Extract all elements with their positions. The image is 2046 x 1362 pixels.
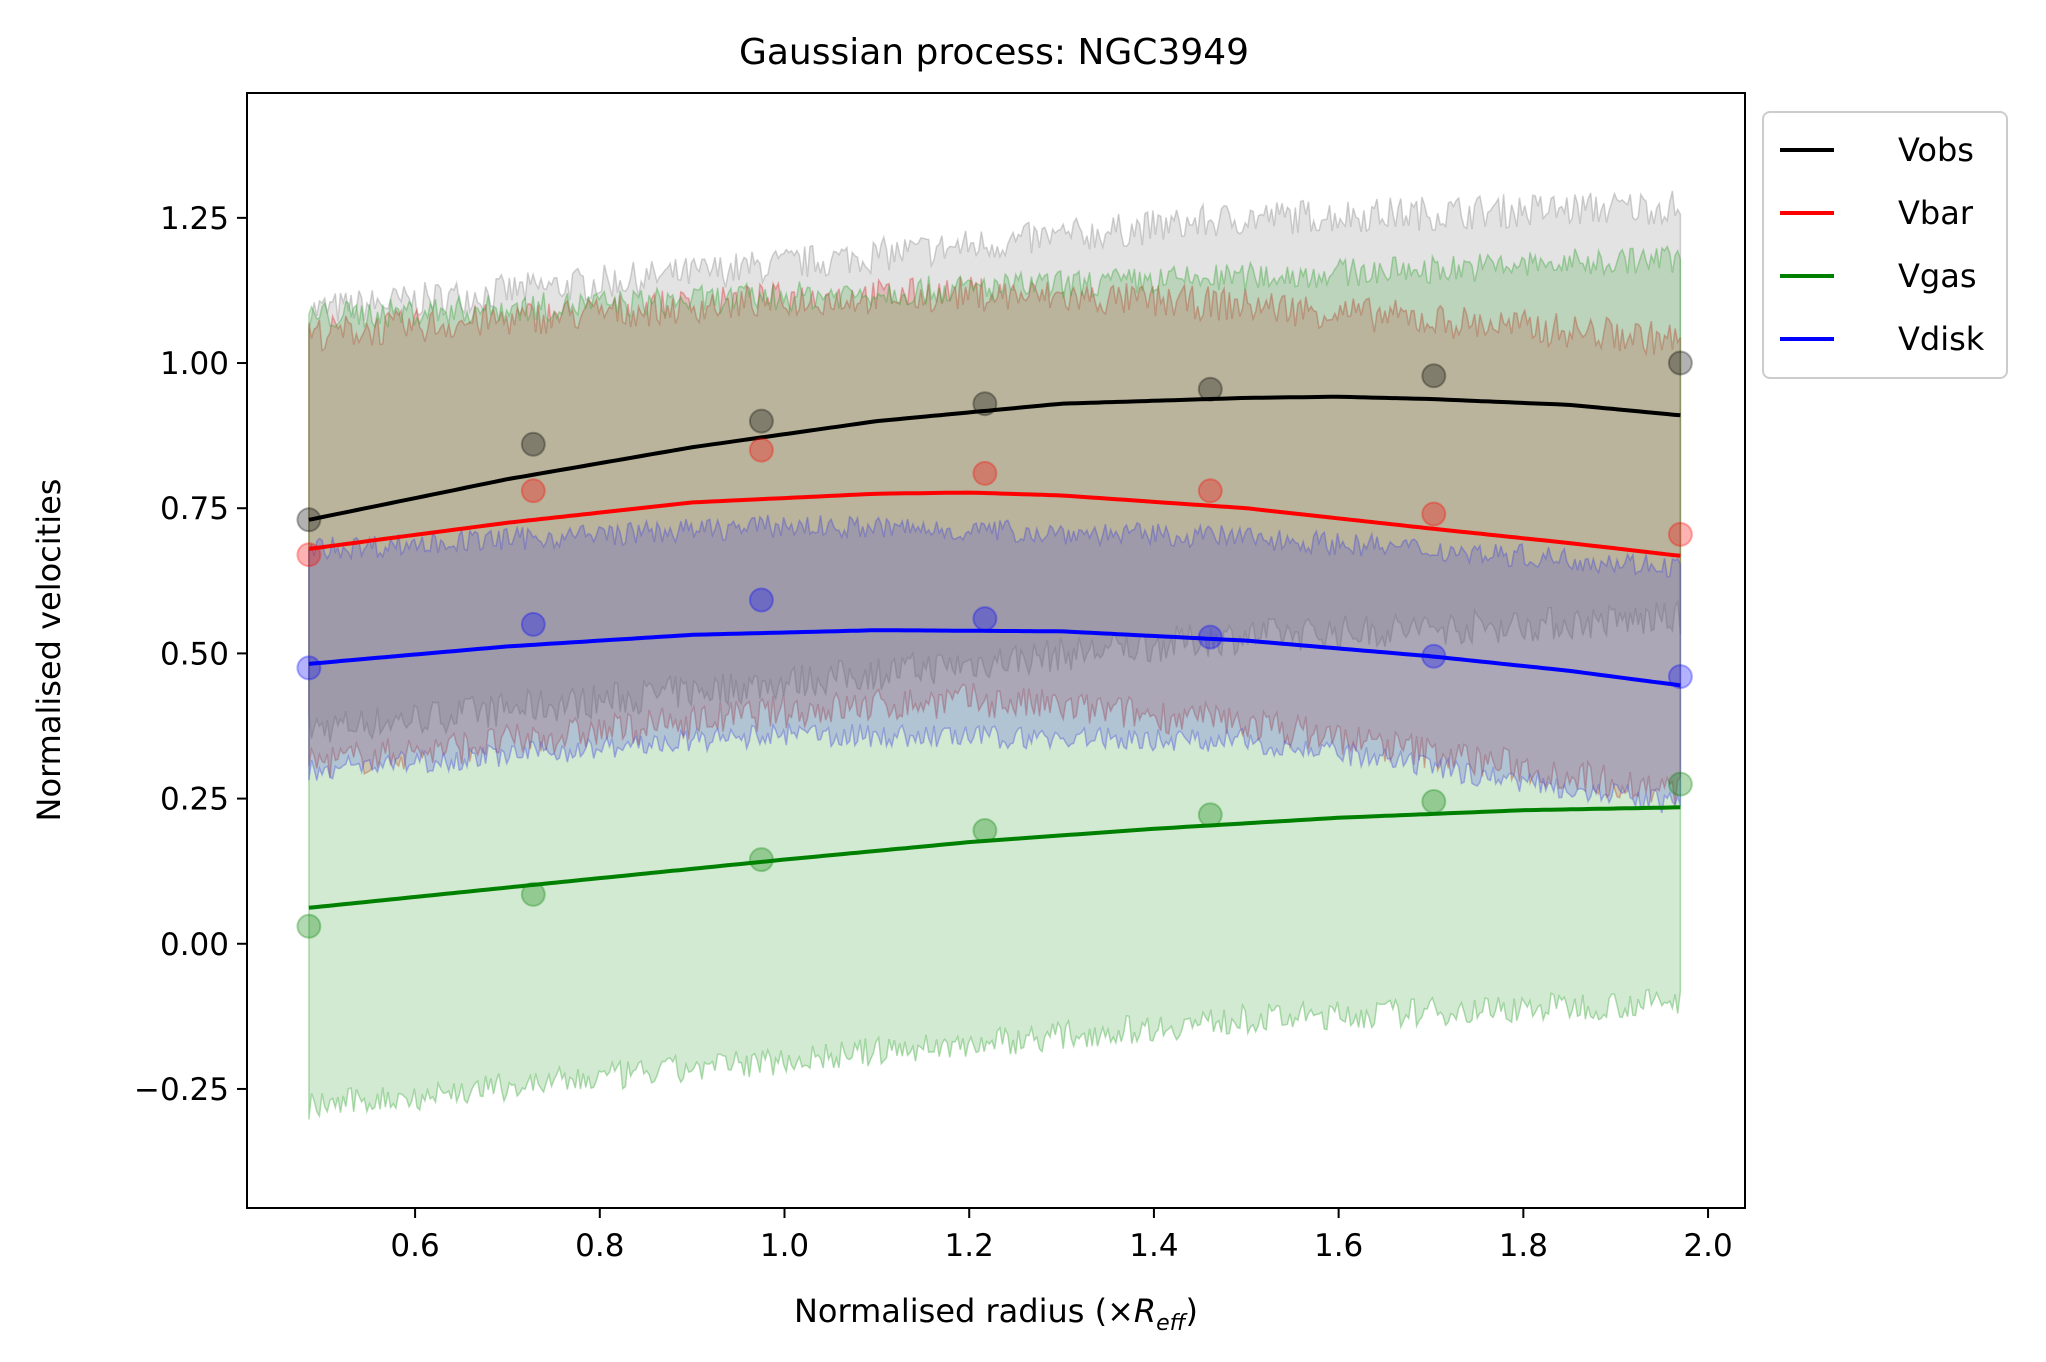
legend-label-vdisk: Vdisk xyxy=(1898,320,1985,358)
mean-line-vbar xyxy=(308,490,1681,558)
point-vdisk-4 xyxy=(1197,624,1223,650)
point-vbar-3 xyxy=(972,460,998,486)
band-vgas xyxy=(308,244,1682,1120)
y-tick-label: −0.25 xyxy=(134,1072,229,1108)
x-axis-ticks: 0.6 0.8 1.0 1.2 1.4 1.6 1.8 2.0 xyxy=(390,1208,1733,1264)
y-tick-label: 0.75 xyxy=(160,491,229,527)
x-tick-label: 2.0 xyxy=(1683,1228,1732,1264)
point-vgas-3 xyxy=(972,818,998,843)
x-tick-label: 0.8 xyxy=(575,1228,624,1264)
legend-label-vgas: Vgas xyxy=(1898,257,1976,295)
point-vdisk-6 xyxy=(1667,664,1693,690)
point-vbar-4 xyxy=(1197,478,1223,504)
band-vobs xyxy=(308,190,1682,743)
y-tick-label: 0.50 xyxy=(160,636,229,672)
point-vdisk-3 xyxy=(972,606,998,632)
point-vdisk-1 xyxy=(520,611,546,637)
y-tick-label: 0.25 xyxy=(160,782,229,818)
point-vdisk-5 xyxy=(1421,643,1447,669)
observed-points xyxy=(296,350,1693,939)
point-vgas-4 xyxy=(1197,802,1223,828)
point-vobs-4 xyxy=(1197,376,1223,402)
legend-box xyxy=(1762,111,2008,379)
chart-title: Gaussian process: NGC3949 xyxy=(739,32,1249,73)
x-tick-label: 1.2 xyxy=(945,1228,994,1264)
point-vbar-0 xyxy=(296,542,322,568)
point-vgas-0 xyxy=(296,913,322,939)
x-tick-label: 1.0 xyxy=(760,1228,809,1264)
point-vobs-6 xyxy=(1667,350,1693,376)
y-tick-label: 1.00 xyxy=(160,346,229,382)
point-vgas-2 xyxy=(748,847,774,873)
y-tick-label: 1.25 xyxy=(160,201,229,237)
x-tick-label: 1.6 xyxy=(1314,1228,1363,1264)
point-vgas-5 xyxy=(1421,789,1447,814)
point-vbar-6 xyxy=(1667,521,1693,547)
band-vbar xyxy=(308,276,1682,805)
point-vdisk-2 xyxy=(748,587,774,613)
x-axis-label: Normalised radius (×Reff) xyxy=(794,1292,1198,1336)
legend-label-vbar: Vbar xyxy=(1898,194,1974,232)
point-vgas-6 xyxy=(1667,771,1693,797)
mean-line-vgas xyxy=(308,805,1681,910)
point-vgas-1 xyxy=(520,881,546,907)
point-vobs-3 xyxy=(972,391,998,417)
y-tick-label: 0.00 xyxy=(160,927,229,963)
legend-label-vobs: Vobs xyxy=(1898,131,1974,169)
point-vobs-0 xyxy=(296,507,322,533)
confidence-bands xyxy=(308,190,1682,1120)
x-tick-label: 1.4 xyxy=(1129,1228,1178,1264)
point-vobs-2 xyxy=(748,408,774,434)
point-vbar-1 xyxy=(520,478,546,504)
mean-line-vobs xyxy=(308,394,1681,522)
plot-frame xyxy=(246,92,1746,1209)
point-vobs-1 xyxy=(520,431,546,457)
x-tick-label: 0.6 xyxy=(390,1228,439,1264)
mean-line-vdisk xyxy=(308,628,1681,688)
y-axis-ticks: −0.25 0.00 0.25 0.50 0.75 1.00 1.25 xyxy=(134,201,247,1108)
point-vbar-5 xyxy=(1421,501,1447,527)
band-vdisk xyxy=(308,514,1682,814)
point-vbar-2 xyxy=(748,437,774,463)
point-vdisk-0 xyxy=(296,655,322,681)
point-vobs-5 xyxy=(1421,363,1447,389)
y-axis-label: Normalised velocities xyxy=(30,479,68,822)
x-tick-label: 1.8 xyxy=(1499,1228,1548,1264)
legend: Vobs Vbar Vgas Vdisk xyxy=(1762,111,2008,379)
mean-lines xyxy=(308,394,1681,910)
